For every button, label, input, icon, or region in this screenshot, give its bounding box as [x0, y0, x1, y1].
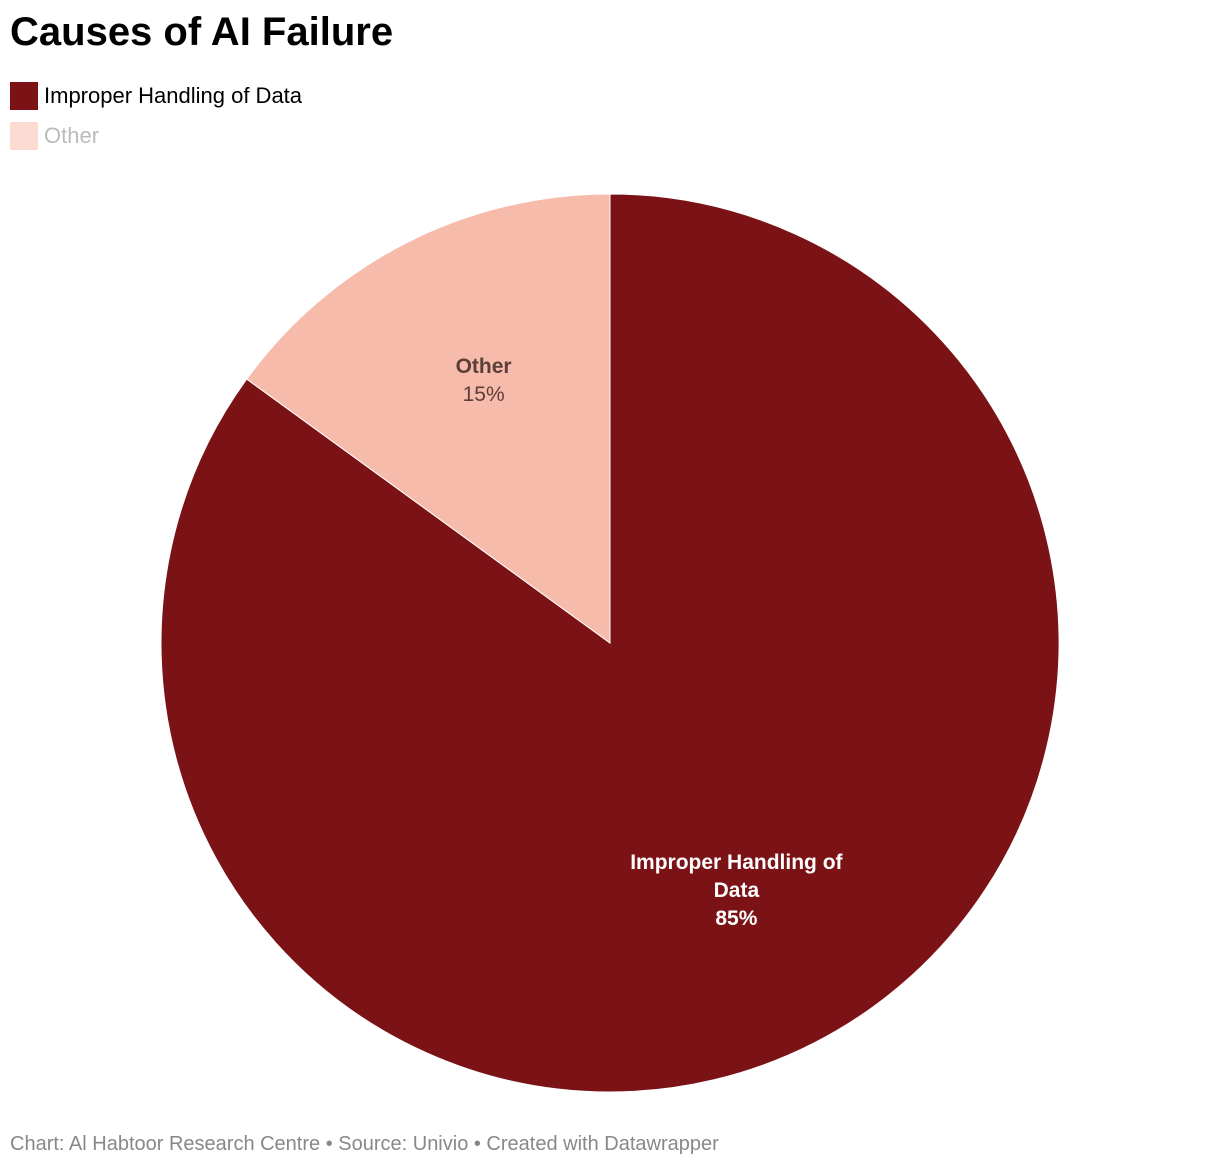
slice-label: Other 15%	[354, 353, 614, 409]
legend-item: Improper Handling of Data	[10, 82, 302, 110]
legend-item: Other	[10, 122, 99, 150]
chart-title: Causes of AI Failure	[10, 10, 394, 54]
footer: Chart: Al Habtoor Research Centre • Sour…	[10, 1133, 719, 1155]
slice-value: 85%	[715, 907, 758, 931]
legend-label: Other	[44, 123, 100, 148]
slice-label: Improper Handling of Data 85%	[606, 849, 866, 933]
legend-swatch	[10, 82, 38, 110]
pie-slice	[246, 193, 611, 644]
slice-name: Improper Handling of Data	[630, 851, 843, 903]
slice-value: 15%	[462, 382, 505, 406]
legend-swatch	[10, 122, 38, 150]
legend-label: Improper Handling of Data	[44, 83, 303, 108]
slice-name: Other	[455, 354, 512, 378]
